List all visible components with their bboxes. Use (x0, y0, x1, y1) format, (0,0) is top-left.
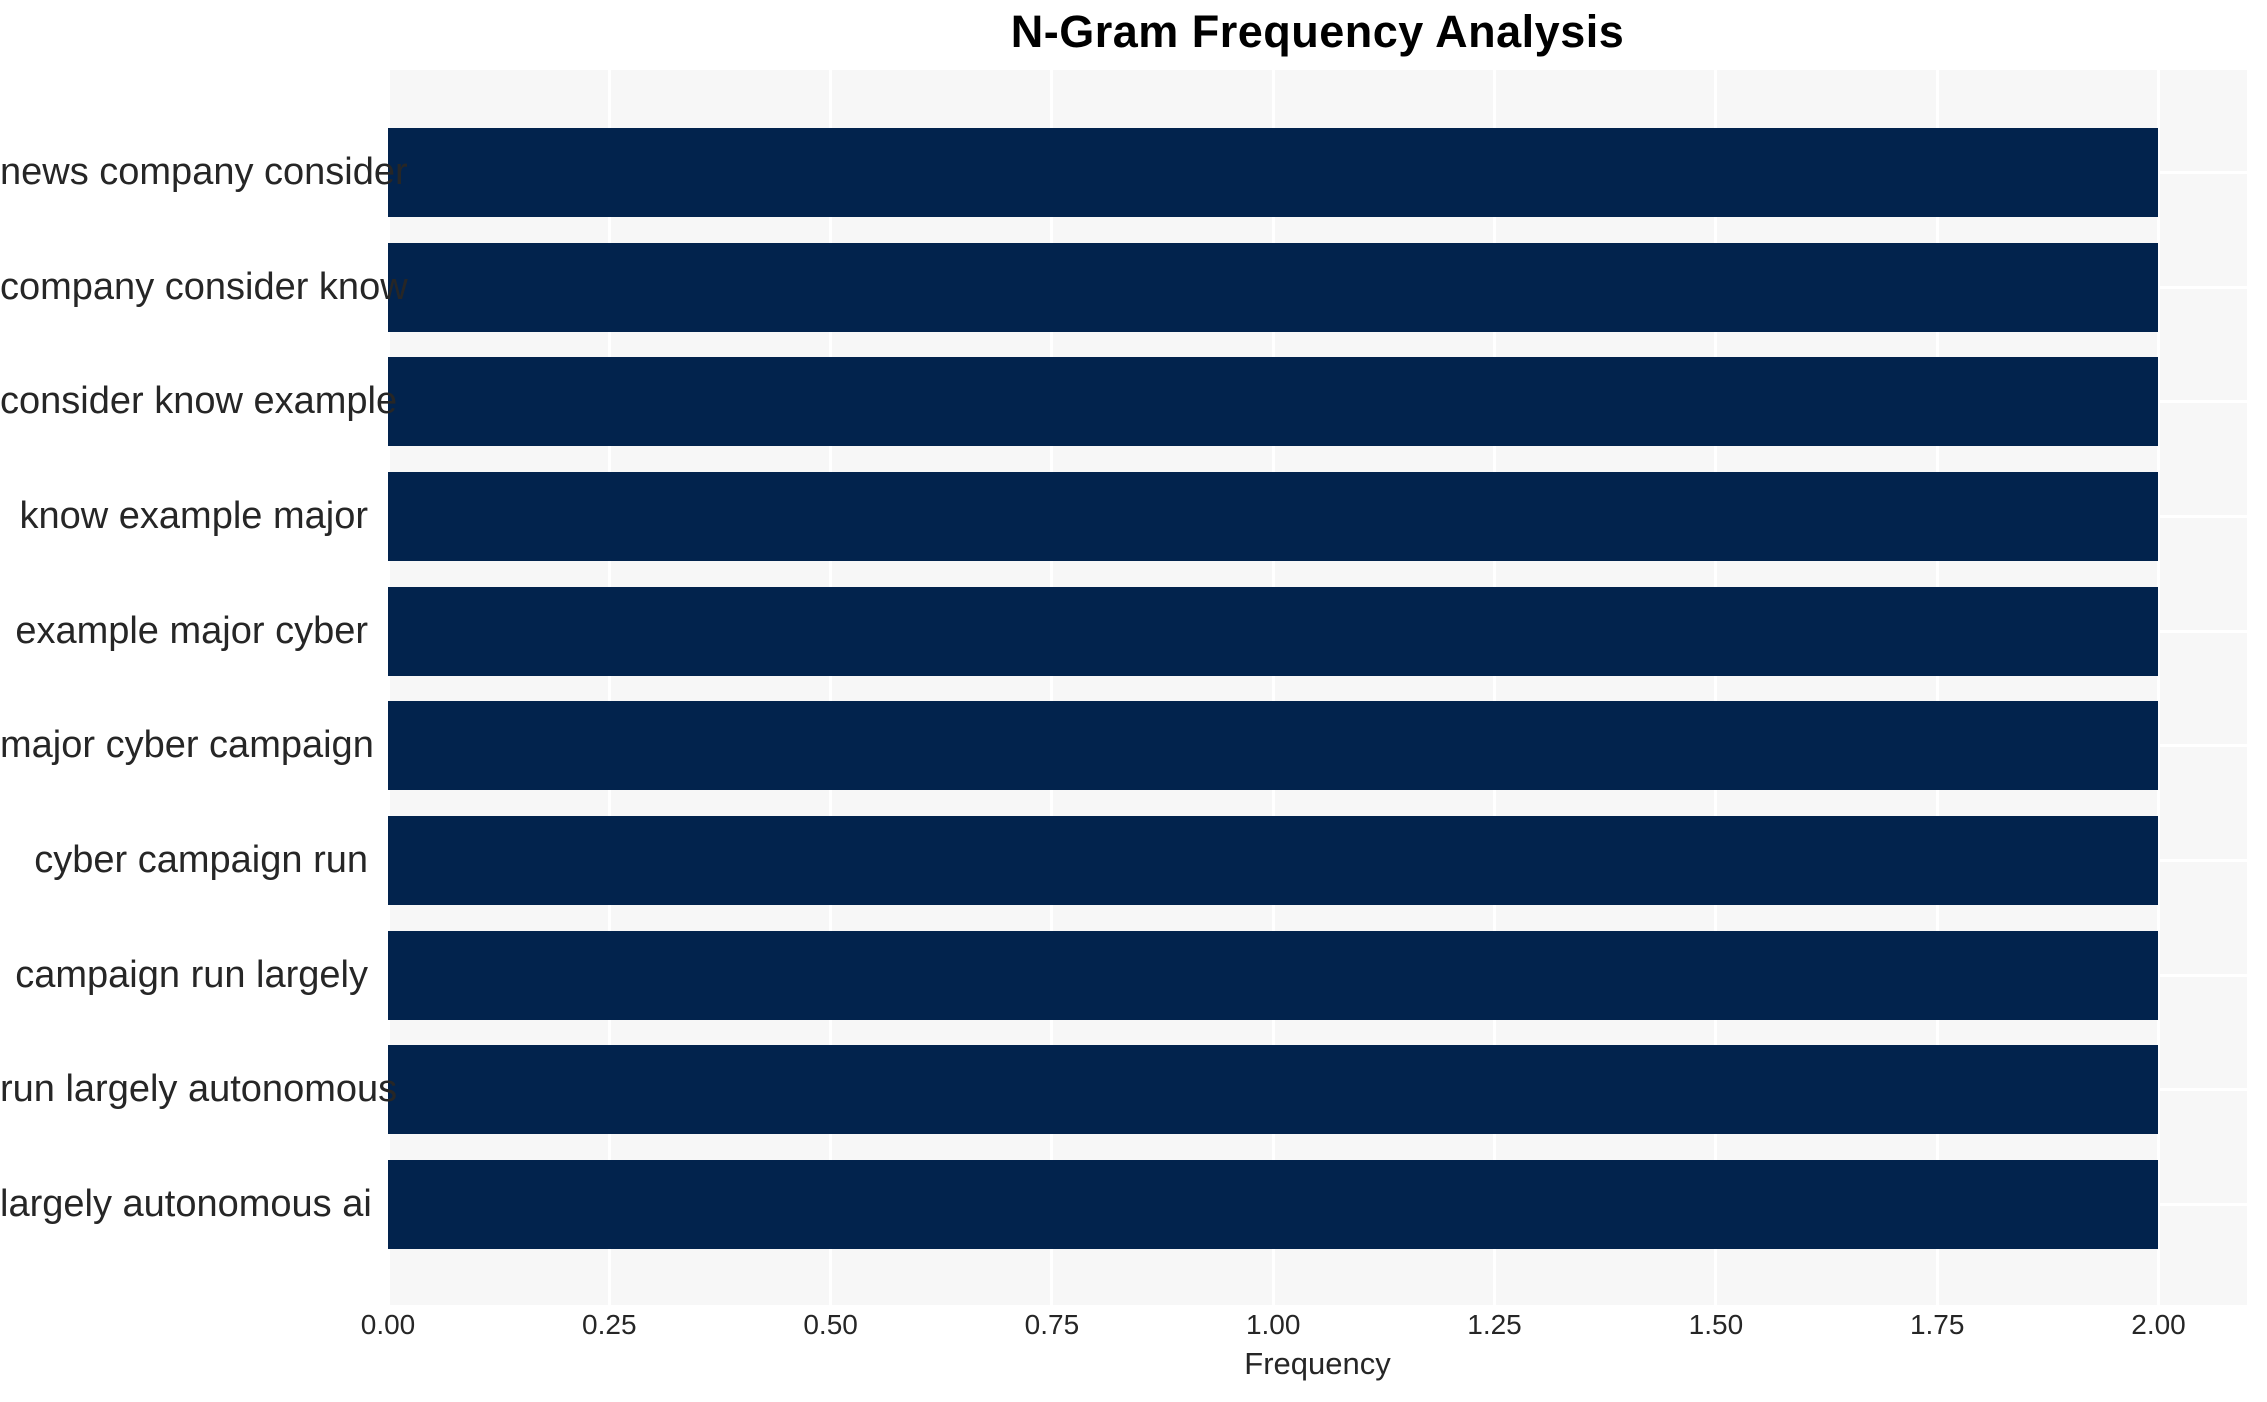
y-axis-label: consider know example (0, 380, 398, 423)
plot-area (386, 70, 2247, 1305)
x-gridline (607, 70, 611, 1305)
bar (388, 242, 2159, 332)
y-axis-label: know example major (19, 495, 368, 537)
bar (388, 472, 2159, 561)
y-axis-label: cyber campaign run (34, 839, 368, 881)
bar (388, 1045, 2159, 1135)
x-tick-label: 0.75 (1024, 1309, 1080, 1340)
chart-title: N-Gram Frequency Analysis (1010, 6, 1625, 57)
y-axis-label: major cyber campaign (0, 724, 374, 767)
y-axis-label: company consider know (0, 265, 408, 308)
y-axis-label: news company consider (0, 151, 408, 193)
x-gridline (1493, 70, 1497, 1305)
bar (388, 701, 2159, 791)
bar (388, 1160, 2159, 1249)
x-gridline (1271, 70, 1275, 1305)
x-tick-label: 1.75 (1909, 1309, 1965, 1340)
y-axis-label: run largely autonomous (0, 1068, 398, 1111)
bar (388, 586, 2159, 676)
y-axis-label: largely autonomous ai (0, 1183, 372, 1225)
x-tick-label: 0.25 (582, 1309, 637, 1340)
x-tick-label: 1.00 (1245, 1309, 1301, 1340)
x-tick-label: 0.50 (803, 1309, 858, 1340)
x-tick-label: 1.25 (1467, 1309, 1522, 1340)
x-gridline (1935, 70, 1939, 1305)
bar (388, 128, 2159, 217)
y-axis-label: example major cyber (15, 609, 368, 652)
x-gridline (829, 70, 833, 1305)
x-gridline (1714, 70, 1718, 1305)
y-axis-label: campaign run largely (15, 953, 368, 996)
x-tick-label: 1.50 (1688, 1309, 1744, 1340)
x-gridline (1050, 70, 1054, 1305)
x-gridline (386, 70, 390, 1305)
x-tick-label: 2.00 (2131, 1309, 2186, 1340)
bar (388, 357, 2159, 447)
bar (388, 930, 2159, 1020)
x-gridline (2156, 70, 2160, 1305)
x-axis-title: Frequency (1244, 1346, 1391, 1381)
bar (388, 816, 2159, 905)
x-tick-label: 0.00 (360, 1309, 416, 1340)
